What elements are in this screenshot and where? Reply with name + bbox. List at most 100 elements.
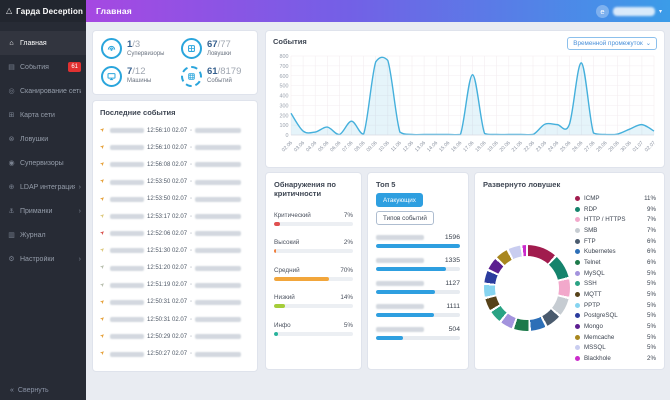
svg-text:22.06: 22.06	[523, 140, 536, 153]
sidebar-item-journal[interactable]: ▥ Журнал	[0, 223, 86, 247]
stat-traps-stat: 67/77 Ловушки	[175, 35, 255, 63]
network-map-icon: ⊞	[8, 112, 15, 119]
severity-percent: 70%	[340, 266, 353, 274]
legend-label: HTTP / HTTPS	[584, 216, 626, 224]
event-timestamp: 12:53:50 02.07	[147, 196, 188, 203]
recent-event-row[interactable]: ➤ 12:50:31 02.07 ▫	[99, 311, 250, 328]
time-range-button[interactable]: Временной промежуток ⌄	[567, 37, 657, 50]
svg-text:19.06: 19.06	[487, 140, 500, 153]
legend-row: HTTP / HTTPS 7%	[575, 214, 656, 225]
legend-dot	[575, 334, 580, 340]
sidebar-item-scan[interactable]: ◎ Сканирование сети	[0, 79, 86, 103]
event-timestamp: 12:53:50 02.07	[147, 179, 188, 186]
sidebar-item-lures[interactable]: ⚓ Приманки ›	[0, 199, 86, 223]
severity-row: Средний 70%	[274, 267, 353, 281]
legend-label: Telnet	[584, 258, 601, 266]
stat-total: /12	[132, 66, 146, 78]
sidebar-item-settings[interactable]: ⚙ Настройки ›	[0, 247, 86, 271]
legend-dot	[575, 238, 580, 244]
event-source-blurred	[110, 299, 144, 305]
recent-event-row[interactable]: ➤ 12:50:31 02.07 ▫	[99, 294, 250, 311]
events-chart-title: События	[273, 37, 307, 46]
recent-event-row[interactable]: ➤ 12:50:29 02.07 ▫	[99, 328, 250, 345]
legend-row: SMB 7%	[575, 225, 656, 236]
events-icon: ▤	[8, 64, 15, 71]
top5-row[interactable]: 1596	[376, 234, 460, 248]
event-severity-arrow-icon: ➤	[99, 212, 107, 220]
top5-row[interactable]: 1127	[376, 280, 460, 294]
app-logo: △ Гарда Deception	[0, 0, 86, 22]
recent-event-row[interactable]: ➤ 12:56:10 02.07 ▫	[99, 122, 250, 139]
recent-event-row[interactable]: ➤ 12:56:10 02.07 ▫	[99, 139, 250, 156]
svg-text:04.06: 04.06	[305, 140, 318, 153]
host-icon: ▫	[190, 144, 193, 151]
top5-row-header: 1596	[376, 234, 460, 241]
sidebar-item-ldap[interactable]: ⊕ LDAP интеграция ›	[0, 175, 86, 199]
event-target-blurred	[195, 282, 242, 288]
legend-label: MySQL	[584, 269, 605, 277]
svg-text:21.06: 21.06	[511, 140, 524, 153]
svg-text:13.06: 13.06	[414, 140, 427, 153]
sidebar-item-label: LDAP интеграция	[20, 183, 75, 191]
top5-bars: 1596 1335 1127 1111 504	[376, 234, 460, 340]
top5-tab-active[interactable]: Атакующих	[376, 193, 423, 207]
machines-stat-icon	[101, 65, 122, 87]
top5-row[interactable]: 1335	[376, 257, 460, 271]
top5-row[interactable]: 504	[376, 326, 460, 340]
sidebar-item-events[interactable]: ▤ События 61	[0, 55, 86, 79]
top5-value: 1127	[445, 280, 460, 287]
svg-text:02.06: 02.06	[281, 140, 294, 153]
legend-percent: 5%	[647, 269, 656, 277]
event-target-blurred	[195, 317, 242, 323]
severity-card: Обнаружения по критичности Критический 7%…	[265, 172, 362, 370]
time-range-label: Временной промежуток	[573, 40, 643, 47]
sidebar-item-home[interactable]: ⌂ Главная	[0, 31, 86, 55]
sidebar-item-label: Ловушки	[20, 135, 49, 143]
legend-dot	[575, 259, 580, 265]
severity-bar-fill	[274, 304, 286, 308]
event-target-blurred	[195, 351, 242, 357]
topbar: Главная e ▾	[86, 0, 670, 22]
recent-event-row[interactable]: ➤ 12:53:50 02.07 ▫	[99, 174, 250, 191]
events-chart-card: События Временной промежуток ⌄ 0 100 200 30…	[265, 30, 665, 168]
legend-row: MySQL 5%	[575, 268, 656, 279]
recent-event-row[interactable]: ➤ 12:51:30 02.07 ▫	[99, 242, 250, 259]
recent-event-row[interactable]: ➤ 12:51:20 02.07 ▫	[99, 260, 250, 277]
recent-event-row[interactable]: ➤ 12:52:06 02.07 ▫	[99, 225, 250, 242]
svg-text:07.06: 07.06	[341, 140, 354, 153]
event-severity-arrow-icon: ➤	[99, 160, 107, 169]
severity-row: Инфо 5%	[274, 322, 353, 336]
logo-text: Гарда Deception	[16, 6, 84, 16]
traps-stat-icon	[181, 38, 202, 60]
svg-text:20.06: 20.06	[499, 140, 512, 153]
user-menu[interactable]: e ▾	[595, 4, 662, 18]
legend-label: Blackhole	[584, 355, 611, 363]
stat-total: /77	[217, 38, 231, 50]
top5-bar-track	[376, 267, 460, 271]
recent-event-row[interactable]: ➤ 12:50:27 02.07 ▫	[99, 345, 250, 362]
host-icon: ▫	[190, 265, 193, 272]
stat-numbers: 67/77	[207, 38, 231, 51]
recent-event-row[interactable]: ➤ 12:53:50 02.07 ▫	[99, 191, 250, 208]
legend-row: Telnet 6%	[575, 257, 656, 268]
recent-event-row[interactable]: ➤ 12:51:19 02.07 ▫	[99, 277, 250, 294]
sidebar-item-network-map[interactable]: ⊞ Карта сети	[0, 103, 86, 127]
legend-label: PPTP	[584, 301, 601, 309]
event-source-blurred	[110, 265, 144, 271]
legend-percent: 5%	[647, 323, 656, 331]
legend-dot	[575, 302, 580, 308]
stat-total: /8179	[217, 66, 242, 78]
top5-tab-inactive[interactable]: Типов событий	[376, 211, 434, 225]
recent-event-row[interactable]: ➤ 12:56:08 02.07 ▫	[99, 156, 250, 173]
stat-label: Машины	[127, 78, 152, 85]
severity-label: Низкий	[274, 294, 295, 301]
traps-deployed-card: Развернуто ловушек ICMP 11% RDP 9% HTTP / HT…	[474, 172, 665, 370]
svg-text:03.06: 03.06	[293, 140, 306, 153]
top5-row[interactable]: 1111	[376, 303, 460, 317]
collapse-button[interactable]: « Свернуть	[0, 387, 86, 394]
top5-row-header: 1335	[376, 257, 460, 264]
sidebar-item-supervisors[interactable]: ◉ Супервизоры	[0, 151, 86, 175]
recent-event-row[interactable]: ➤ 12:53:17 02.07 ▫	[99, 208, 250, 225]
sidebar-item-traps[interactable]: ⊗ Ловушки	[0, 127, 86, 151]
svg-text:01.07: 01.07	[632, 140, 645, 153]
